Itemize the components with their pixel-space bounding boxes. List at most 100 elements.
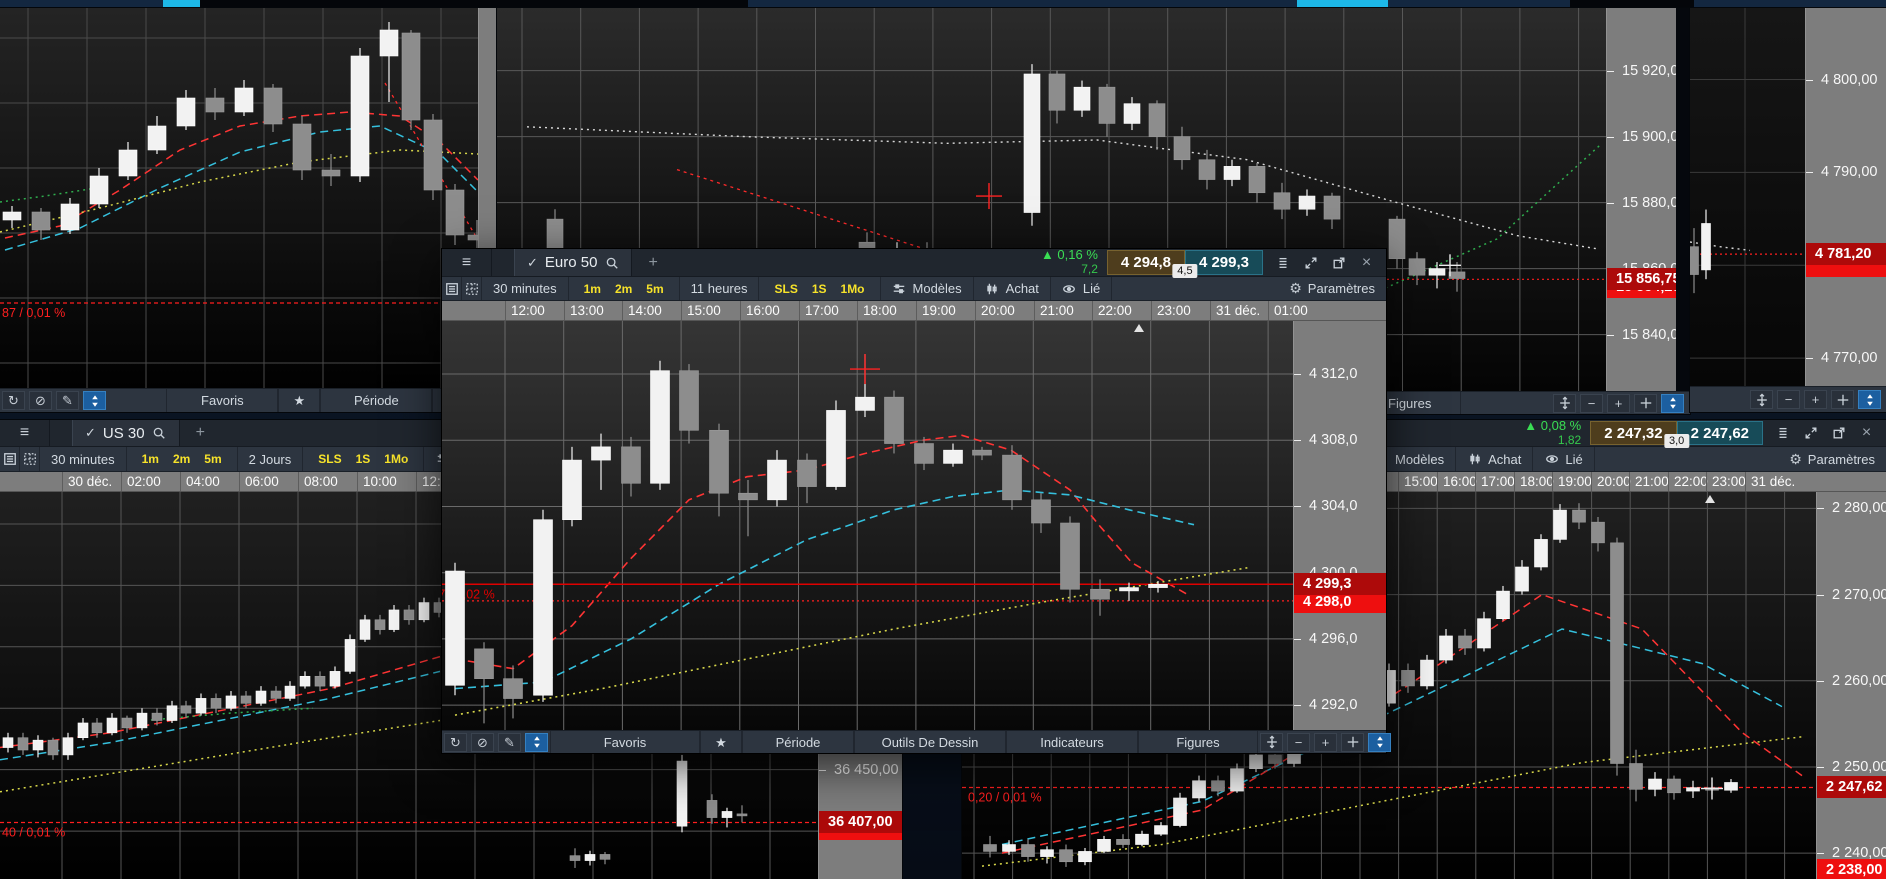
pan-button[interactable]	[1260, 732, 1283, 752]
settings-button[interactable]: ⚙Paramètres	[1789, 450, 1875, 467]
buy-price-button[interactable]: 2 247,62	[1676, 421, 1763, 445]
favorites-menu[interactable]: Favoris	[166, 389, 279, 412]
zoom-out-button[interactable]: −	[1777, 390, 1800, 409]
strip-segment	[1297, 0, 1388, 8]
change-absolute: 1,82	[1557, 432, 1582, 447]
journal-button[interactable]	[0, 447, 20, 471]
buy-price-button[interactable]: 4 299,3	[1184, 250, 1263, 275]
crosshair-button[interactable]	[1634, 393, 1657, 413]
sell-price-button[interactable]: 4 294,8	[1106, 250, 1185, 275]
window-header[interactable]: ≡ ✓ Euro 50 + ▲ 0,16 % 7,2 4 294,8 4 299…	[442, 247, 1386, 278]
tf-1m-button[interactable]: 1m	[141, 452, 159, 466]
mode-1s-button[interactable]: 1S	[811, 281, 827, 296]
range-select[interactable]: 2 Jours	[238, 447, 304, 471]
linked-toggle[interactable]: Lié	[1533, 447, 1595, 471]
disable-drawing-button[interactable]: ⊘	[29, 391, 52, 410]
models-menu[interactable]: Modèles	[881, 277, 974, 300]
tf-5m-button[interactable]: 5m	[646, 281, 664, 296]
drawing-tools-menu[interactable]: Outils De Dessin	[854, 731, 1006, 753]
candlestick-chart[interactable]	[1690, 8, 1805, 386]
period-select[interactable]: 30 minutes	[40, 447, 127, 471]
indicators-menu[interactable]: Indicateurs	[1006, 731, 1138, 753]
time-tick-label: 17:00	[799, 301, 839, 320]
mode-1mo-button[interactable]: 1Mo	[384, 452, 409, 466]
price-tick-label: 36 450,00	[819, 759, 902, 781]
zoom-out-button[interactable]: −	[1580, 393, 1603, 413]
layers-icon[interactable]	[1275, 255, 1290, 270]
favorites-star-button[interactable]: ★	[278, 389, 321, 412]
layout-icon	[465, 281, 479, 296]
range-select[interactable]: 11 heures	[680, 277, 760, 300]
price-axis[interactable]: 2 280,00 2 270,00 2 260,00 2 250,00 2 240,00…	[1816, 492, 1886, 879]
auto-scale-button[interactable]	[1368, 732, 1391, 752]
search-icon[interactable]	[604, 255, 619, 270]
price-axis[interactable]: 4 800,00 4 790,00 4 770,00 4 781,20	[1805, 8, 1886, 386]
zoom-out-button[interactable]: −	[1287, 732, 1310, 752]
instrument-tab[interactable]: ✓ Euro 50	[514, 249, 633, 276]
menu-icon[interactable]: ≡	[0, 420, 50, 446]
figures-menu[interactable]: Figures	[1383, 392, 1461, 414]
candlestick-chart[interactable]: 87 / 0,01 %	[0, 8, 478, 388]
add-tab-button[interactable]: +	[648, 253, 658, 271]
favorites-star-button[interactable]: ★	[700, 731, 742, 753]
disable-drawing-button[interactable]: ⊘	[471, 732, 494, 752]
reset-zoom-button[interactable]: ↻	[444, 732, 467, 752]
zoom-in-button[interactable]: +	[1804, 390, 1827, 409]
zoom-out-icon: −	[1784, 392, 1793, 407]
mode-1s-button[interactable]: 1S	[355, 452, 371, 466]
crosshair-button[interactable]	[1831, 390, 1854, 409]
models-menu[interactable]: Modèles	[1383, 447, 1457, 471]
tf-2m-button[interactable]: 2m	[172, 452, 191, 466]
pan-button[interactable]	[1553, 393, 1576, 413]
draw-button[interactable]: ✎	[498, 732, 521, 752]
time-tick-label: 14:00	[622, 301, 662, 320]
journal-button[interactable]	[442, 277, 462, 300]
auto-scale-button[interactable]	[1858, 390, 1881, 409]
menu-icon[interactable]: ≡	[442, 249, 492, 276]
auto-scale-button[interactable]	[1661, 393, 1684, 413]
zoom-in-button[interactable]: +	[1607, 393, 1630, 413]
close-icon[interactable]: ×	[1361, 253, 1372, 271]
linked-toggle[interactable]: Lié	[1051, 277, 1113, 300]
tf-2m-button[interactable]: 2m	[614, 281, 633, 296]
crosshair-button[interactable]	[1341, 732, 1364, 752]
tf-5m-button[interactable]: 5m	[204, 452, 222, 466]
mode-sls-button[interactable]: SLS	[774, 281, 798, 296]
search-icon[interactable]	[152, 426, 167, 441]
time-tick-label: 10:00	[357, 472, 397, 491]
close-icon[interactable]: ×	[1861, 424, 1872, 441]
auto-scale-button[interactable]	[83, 391, 106, 410]
favorites-menu[interactable]: Favoris	[550, 731, 700, 753]
period-menu[interactable]: Période	[320, 389, 433, 412]
tf-1m-button[interactable]: 1m	[583, 281, 601, 296]
mode-sls-button[interactable]: SLS	[318, 452, 342, 466]
layout-button[interactable]	[462, 277, 482, 300]
period-menu[interactable]: Période	[742, 731, 854, 753]
price-tick-label: 4 304,0	[1294, 495, 1386, 517]
zoom-in-button[interactable]: +	[1314, 732, 1337, 752]
add-tab-button[interactable]: +	[195, 424, 205, 441]
layout-button[interactable]	[20, 447, 40, 471]
auto-scale-button[interactable]	[525, 732, 548, 752]
maximize-icon[interactable]	[1303, 255, 1318, 270]
reset-zoom-button[interactable]: ↻	[2, 391, 25, 410]
figures-menu[interactable]: Figures	[1138, 731, 1258, 753]
draw-button[interactable]: ✎	[56, 391, 79, 410]
detach-icon[interactable]	[1831, 426, 1846, 441]
detach-icon[interactable]	[1331, 255, 1346, 270]
mode-1mo-button[interactable]: 1Mo	[840, 281, 865, 296]
candlestick-chart[interactable]: 0,7 / 0,02 %	[442, 321, 1293, 730]
instrument-tab[interactable]: ✓ US 30	[72, 420, 180, 446]
sell-price-button[interactable]: 2 247,32	[1590, 421, 1677, 445]
time-axis[interactable]: 12:00 13:00 14:00 15:00 16:00 17:00 18:00 19:00…	[442, 301, 1386, 321]
price-axis[interactable]: 4 312,04 308,04 304,04 300,04 296,04 292…	[1293, 321, 1386, 730]
buy-menu[interactable]: Achat	[1456, 447, 1534, 471]
layers-icon[interactable]	[1775, 426, 1790, 441]
maximize-icon[interactable]	[1803, 426, 1818, 441]
period-select[interactable]: 30 minutes	[482, 277, 569, 300]
reset-icon: ↻	[8, 393, 19, 408]
settings-button[interactable]: ⚙Paramètres	[1289, 280, 1375, 296]
buy-menu[interactable]: Achat	[974, 277, 1051, 300]
pan-button[interactable]	[1750, 390, 1773, 409]
